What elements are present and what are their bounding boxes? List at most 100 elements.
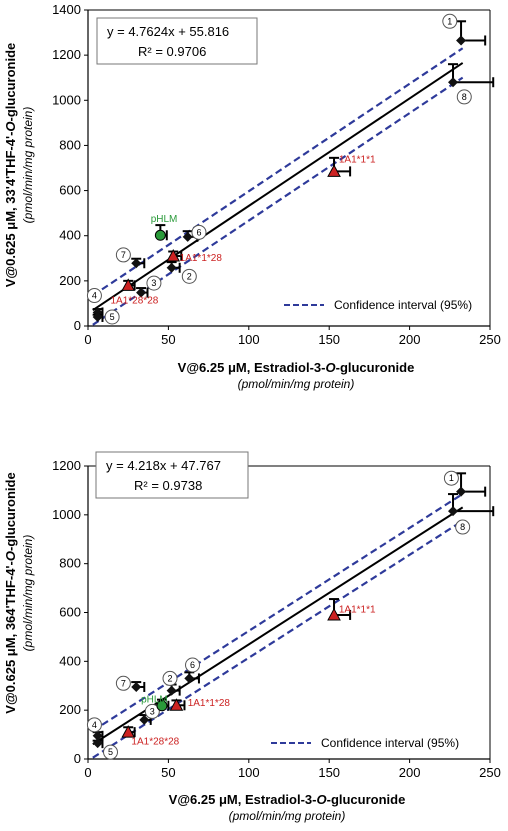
- point-number: 4: [92, 720, 97, 730]
- triangle-marker: [166, 248, 181, 262]
- chart-bottom-point-2: 2: [162, 670, 181, 696]
- chart-bottom-point-6: 6: [184, 657, 201, 684]
- chart-top-ytick-label: 1400: [52, 2, 81, 17]
- diamond-marker: [139, 714, 150, 725]
- point-number-circle: [181, 268, 197, 284]
- point-label: pHLM: [141, 694, 168, 705]
- chart-bottom-point-1A1-28-28: 1A1*28*28: [121, 725, 180, 747]
- point-number-circle: [144, 703, 160, 719]
- diamond-marker: [92, 311, 103, 322]
- chart-top-xtick-label: 250: [479, 332, 501, 347]
- diamond-marker: [448, 506, 459, 517]
- chart-top-xtick-label: 50: [161, 332, 175, 347]
- chart-top-xtick-label: 100: [238, 332, 260, 347]
- chart-bottom-point-3: 3: [139, 703, 160, 725]
- chart-bottom-xtick-label: 50: [161, 765, 175, 780]
- chart-top-point-1A1-1-1: 1A1*1*1: [327, 154, 376, 177]
- chart-bottom-legend-label: Confidence interval (95%): [321, 736, 459, 750]
- chart-top-xsub: (pmol/min/mg protein): [238, 377, 355, 391]
- point-number: 8: [460, 522, 465, 532]
- chart-bottom-point-8: 8: [448, 493, 495, 535]
- chart-bottom-ytick-label: 1000: [52, 507, 81, 522]
- chart-bottom-point-1A1-1-1: 1A1*1*1: [327, 598, 376, 621]
- point-number: 3: [150, 706, 155, 716]
- point-number: 4: [92, 291, 97, 301]
- chart-top-legend-label: Confidence interval (95%): [334, 298, 472, 312]
- diamond-marker: [92, 730, 103, 741]
- diamond-marker: [182, 231, 193, 242]
- chart-bottom-equation: y = 4.218x + 47.767: [106, 458, 221, 473]
- chart-top-ci-lower: [92, 76, 464, 326]
- chart-top-ci-upper: [92, 47, 464, 297]
- chart-top-fit-line: [92, 62, 464, 312]
- chart-bottom-xtick-label: 100: [238, 765, 260, 780]
- chart-bottom: 0 50 100 150 200 250 0 200 400 600 800 1000 1200 1 8 2 3…: [3, 451, 501, 823]
- diamond-marker: [131, 681, 142, 692]
- point-number: 1: [447, 16, 452, 26]
- chart-bottom-ytick-label: 1200: [52, 458, 81, 473]
- point-number-circle: [455, 519, 471, 535]
- chart-bottom-point-7: 7: [115, 675, 146, 692]
- chart-top-point-7: 7: [115, 247, 146, 269]
- triangle-marker: [169, 698, 184, 711]
- point-label: pHLM: [151, 214, 178, 225]
- point-number-circle: [115, 247, 131, 263]
- diamond-marker: [166, 685, 177, 696]
- point-number-circle: [162, 670, 178, 686]
- chart-top-point-1A1-28-28: 1A1*28*28: [111, 278, 159, 306]
- circle-marker: [154, 229, 166, 241]
- chart-bottom-xtick-label: 0: [84, 765, 91, 780]
- circle-marker: [156, 700, 168, 712]
- chart-bottom-ytick-label: 400: [59, 653, 81, 668]
- chart-bottom-point-pHLM: pHLM: [141, 694, 170, 712]
- chart-bottom-ytick-label: 800: [59, 556, 81, 571]
- chart-top-r2: R² = 0.9706: [138, 44, 206, 59]
- chart-top-ysub: (pmol/min/mg protein): [21, 107, 35, 224]
- chart-top-point-1A1-1-28: 1A1*1*28: [166, 248, 222, 264]
- chart-top-equation: y = 4.7624x + 55.816: [107, 24, 229, 39]
- point-number-circle: [456, 89, 472, 105]
- point-number: 6: [196, 227, 201, 237]
- chart-top-ytick-label: 0: [74, 318, 81, 333]
- point-number: 6: [190, 660, 195, 670]
- point-label: 1A1*1*28: [188, 698, 231, 709]
- diamond-marker: [456, 486, 467, 497]
- point-number-circle: [115, 675, 131, 691]
- point-number: 3: [151, 278, 156, 288]
- point-label: 1A1*28*28: [111, 295, 159, 306]
- chart-top-ytick-label: 200: [59, 273, 81, 288]
- point-number-circle: [442, 13, 458, 29]
- chart-bottom-ysub: (pmol/min/mg protein): [21, 535, 35, 652]
- chart-bottom-regression: [92, 493, 464, 759]
- diamond-marker: [166, 262, 177, 273]
- point-number: 8: [462, 92, 467, 102]
- chart-top-ytick-label: 1200: [52, 47, 81, 62]
- point-number: 2: [187, 271, 192, 281]
- diamond-marker: [184, 673, 195, 684]
- point-number: 7: [121, 678, 126, 688]
- chart-top-point-3: 3: [136, 275, 162, 298]
- point-label: 1A1*28*28: [131, 736, 179, 747]
- chart-bottom-ci-lower: [92, 519, 464, 759]
- point-number: 5: [108, 747, 113, 757]
- chart-bottom-ytick-label: 0: [74, 751, 81, 766]
- point-number: 7: [121, 250, 126, 260]
- chart-bottom-point-4: 4: [86, 717, 104, 741]
- chart-top-xtick-label: 0: [84, 332, 91, 347]
- chart-top-point-1: 1: [442, 13, 487, 46]
- chart-bottom-xtick-label: 250: [479, 765, 501, 780]
- chart-top-point-4: 4: [86, 288, 104, 318]
- diamond-marker: [92, 738, 103, 749]
- chart-bottom-xtick-label: 200: [399, 765, 421, 780]
- chart-top-ylabel: V@0.625 μM, 33'4'THF-4'-O-glucuronide: [3, 43, 18, 288]
- triangle-marker: [327, 164, 341, 177]
- point-number: 1: [449, 473, 454, 483]
- point-number-circle: [185, 657, 201, 673]
- chart-bottom-ytick-label: 200: [59, 702, 81, 717]
- chart-top-point-pHLM: pHLM: [151, 214, 178, 241]
- triangle-marker: [121, 278, 136, 291]
- chart-top-equation-box: [96, 17, 258, 65]
- diamond-marker: [448, 77, 459, 88]
- chart-top-ytick-label: 600: [59, 183, 81, 198]
